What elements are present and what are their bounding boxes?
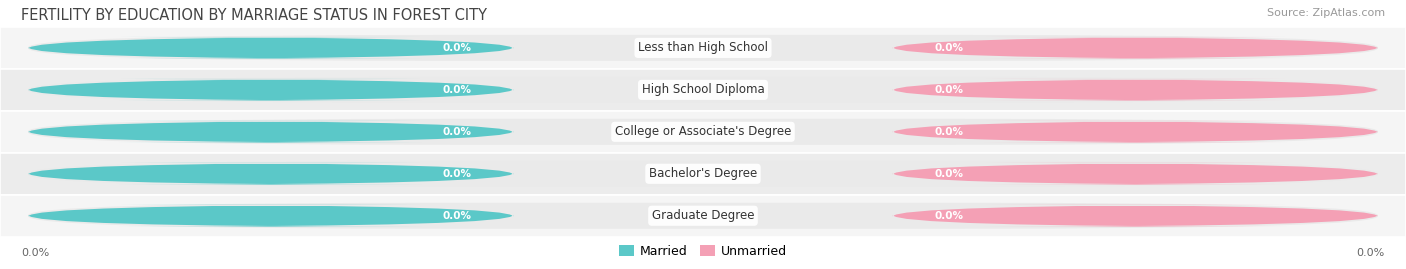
- Text: 0.0%: 0.0%: [443, 169, 471, 179]
- FancyBboxPatch shape: [893, 163, 1378, 185]
- Bar: [0, 69, 1406, 111]
- Bar: [0, 153, 1406, 195]
- Legend: Married, Unmarried: Married, Unmarried: [613, 240, 793, 263]
- FancyBboxPatch shape: [28, 205, 513, 227]
- Text: 0.0%: 0.0%: [935, 169, 963, 179]
- FancyBboxPatch shape: [28, 161, 1378, 187]
- FancyBboxPatch shape: [28, 35, 1378, 61]
- Bar: [0, 195, 1406, 237]
- Text: FERTILITY BY EDUCATION BY MARRIAGE STATUS IN FOREST CITY: FERTILITY BY EDUCATION BY MARRIAGE STATU…: [21, 8, 486, 23]
- Bar: [0, 111, 1406, 153]
- Text: Source: ZipAtlas.com: Source: ZipAtlas.com: [1267, 8, 1385, 18]
- FancyBboxPatch shape: [28, 163, 513, 185]
- FancyBboxPatch shape: [28, 79, 513, 101]
- FancyBboxPatch shape: [893, 79, 1378, 101]
- Bar: [0, 27, 1406, 69]
- FancyBboxPatch shape: [28, 37, 513, 59]
- Text: Graduate Degree: Graduate Degree: [652, 209, 754, 222]
- Text: Bachelor's Degree: Bachelor's Degree: [650, 167, 756, 180]
- FancyBboxPatch shape: [893, 37, 1378, 59]
- Text: 0.0%: 0.0%: [443, 211, 471, 221]
- FancyBboxPatch shape: [28, 119, 1378, 145]
- Text: 0.0%: 0.0%: [935, 211, 963, 221]
- Text: 0.0%: 0.0%: [1357, 248, 1385, 258]
- FancyBboxPatch shape: [893, 121, 1378, 143]
- Text: Less than High School: Less than High School: [638, 41, 768, 54]
- FancyBboxPatch shape: [28, 203, 1378, 229]
- Text: High School Diploma: High School Diploma: [641, 83, 765, 96]
- Text: 0.0%: 0.0%: [443, 85, 471, 95]
- FancyBboxPatch shape: [28, 121, 513, 143]
- Text: 0.0%: 0.0%: [935, 85, 963, 95]
- Text: 0.0%: 0.0%: [935, 43, 963, 53]
- Text: 0.0%: 0.0%: [443, 43, 471, 53]
- Text: 0.0%: 0.0%: [935, 127, 963, 137]
- FancyBboxPatch shape: [28, 77, 1378, 103]
- FancyBboxPatch shape: [893, 205, 1378, 227]
- Text: 0.0%: 0.0%: [443, 127, 471, 137]
- Text: 0.0%: 0.0%: [21, 248, 49, 258]
- Text: College or Associate's Degree: College or Associate's Degree: [614, 125, 792, 138]
